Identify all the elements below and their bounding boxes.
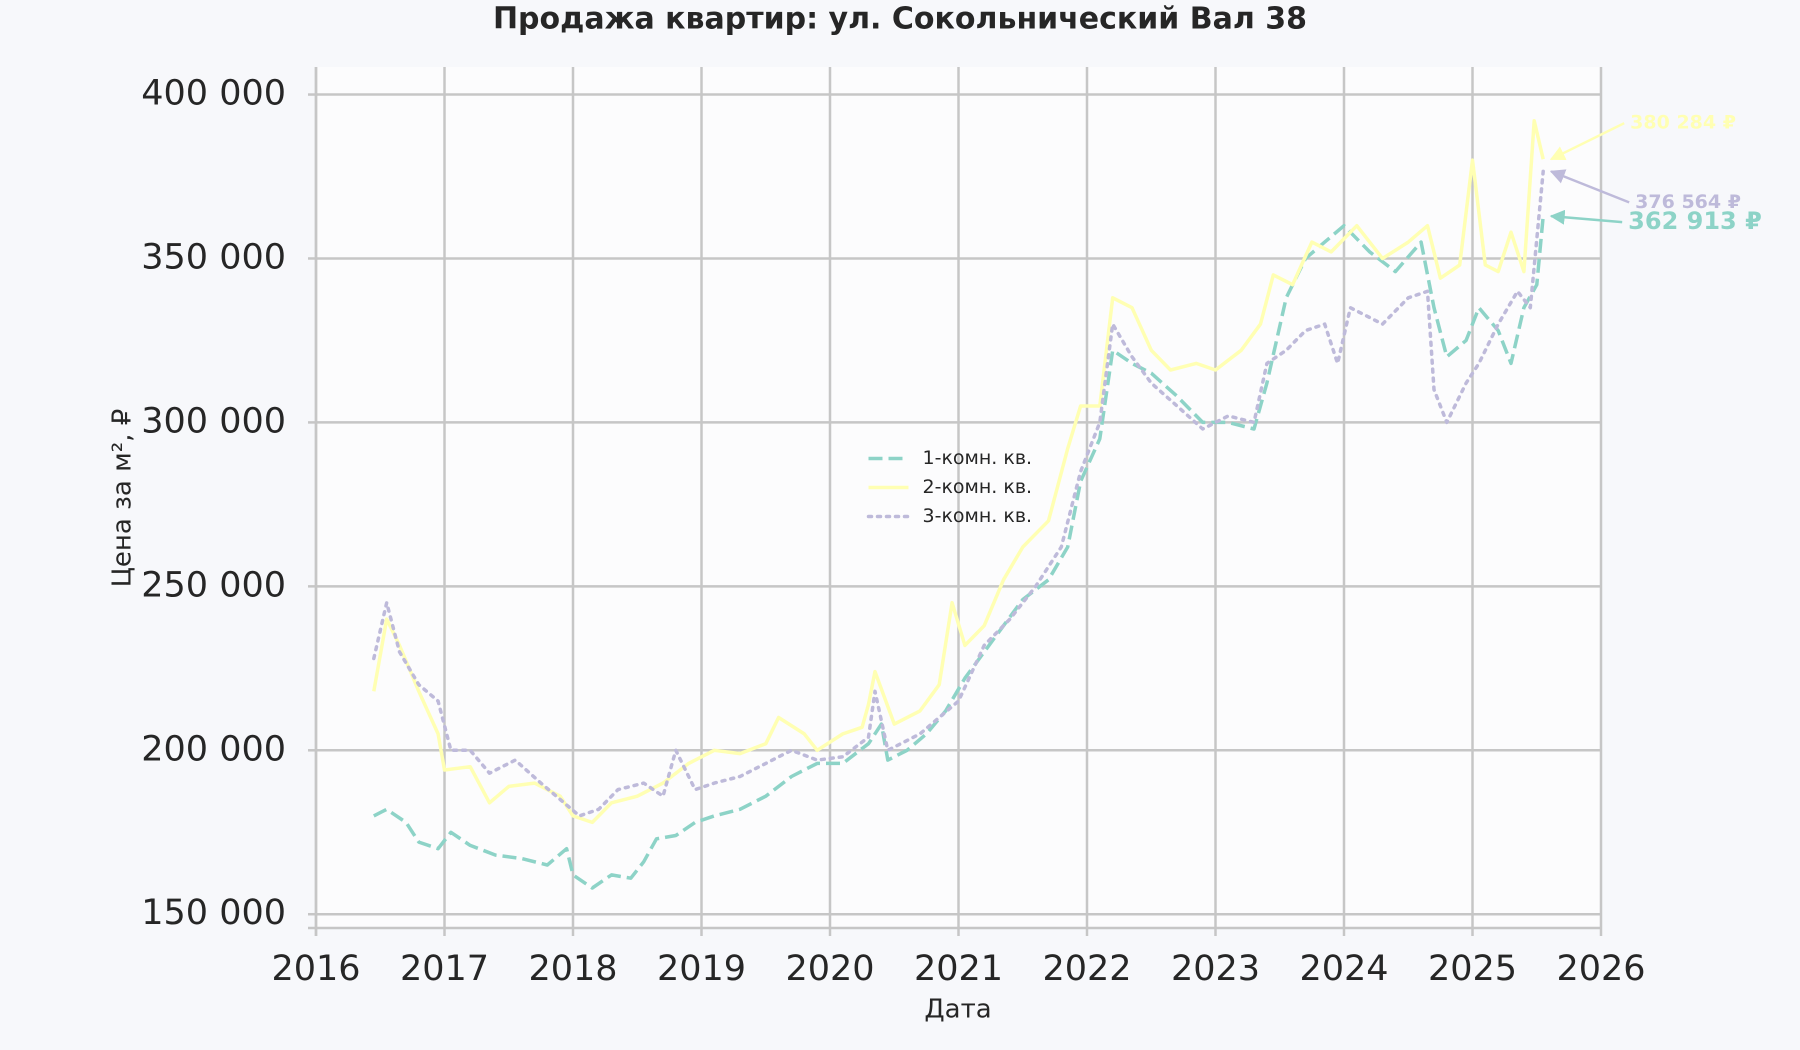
legend-label: 2-комн. кв.	[923, 476, 1033, 498]
annotation-label: 362 913 ₽	[1628, 207, 1762, 235]
x-tick-label: 2018	[528, 949, 617, 989]
series-line	[372, 169, 1545, 818]
legend-label: 1-комн. кв.	[923, 447, 1033, 469]
series-line	[373, 215, 1545, 890]
y-tick-label: 300 000	[141, 401, 286, 441]
y-tick-label: 350 000	[141, 237, 286, 277]
x-tick-label: 2025	[1428, 949, 1517, 989]
annotation-arrow	[1549, 122, 1625, 161]
y-tick-label: 150 000	[141, 893, 286, 933]
annotation-arrow	[1549, 169, 1630, 204]
x-tick-label: 2016	[271, 949, 360, 989]
legend-label: 3-комн. кв.	[923, 505, 1033, 527]
x-tick-label: 2026	[1556, 949, 1645, 989]
x-tick-label: 2023	[1171, 949, 1260, 989]
x-tick-label: 2024	[1299, 949, 1388, 989]
legend: 1-комн. кв. 2-комн. кв. 3-комн. кв.	[866, 447, 1033, 527]
x-tick-label: 2019	[657, 949, 746, 989]
x-tick-label: 2020	[785, 949, 874, 989]
chart-title: Продажа квартир: ул. Сокольнический Вал …	[493, 2, 1307, 37]
annotation-label: 376 564 ₽	[1635, 191, 1741, 213]
y-tick-label: 400 000	[141, 74, 286, 114]
annotation-label: 380 284 ₽	[1630, 112, 1736, 134]
y-axis-label: Цена за м², ₽	[108, 409, 138, 588]
annotation-arrow	[1549, 209, 1623, 225]
x-tick-label: 2021	[914, 949, 1003, 989]
y-tick-label: 200 000	[141, 729, 286, 769]
x-axis-label: Дата	[924, 995, 991, 1025]
y-tick-label: 250 000	[141, 565, 286, 605]
x-tick-label: 2022	[1042, 949, 1131, 989]
x-tick-label: 2017	[400, 949, 489, 989]
